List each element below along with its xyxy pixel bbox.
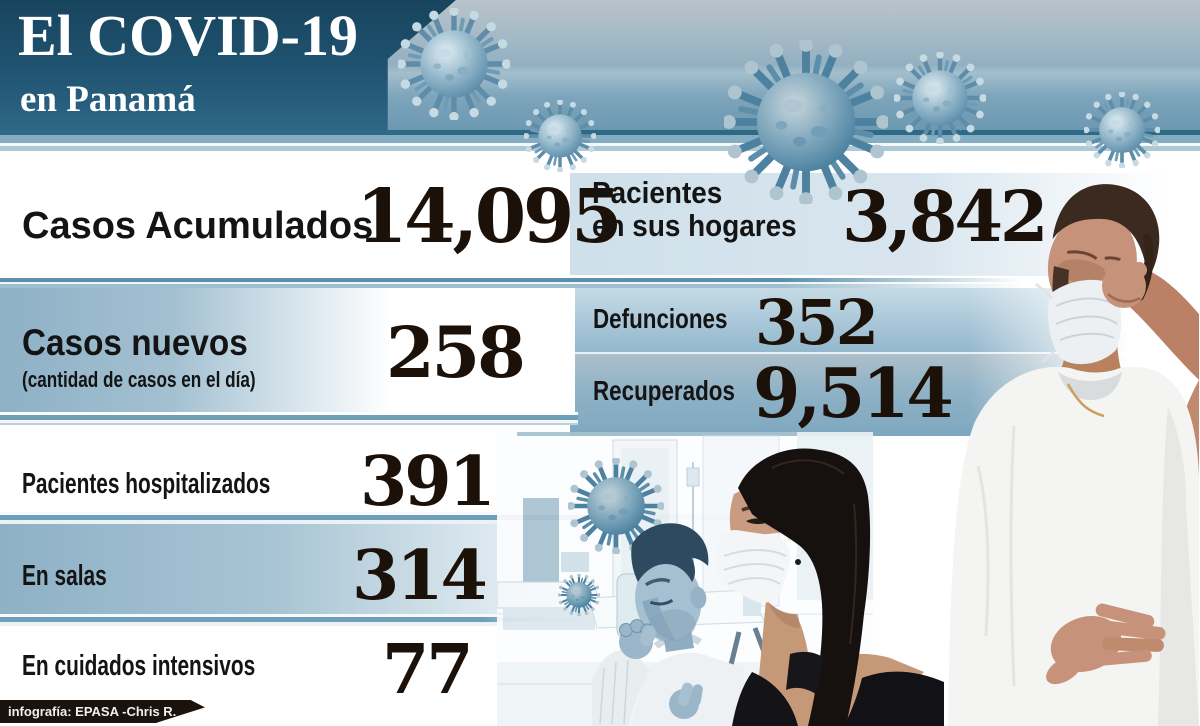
accumulated-cases-value: 14,095 xyxy=(356,174,623,260)
deaths-value: 352 xyxy=(755,286,879,359)
page-title: El COVID-19 xyxy=(18,3,358,68)
sick-man-photo xyxy=(948,184,1199,726)
home-patients-label: Pacientes en sus hogares xyxy=(592,176,797,242)
credit-text: infografía: EPASA -Chris R. xyxy=(8,704,177,719)
home-patients-value: 3,842 xyxy=(842,175,1049,258)
home-patients-label-line1: Pacientes xyxy=(592,175,723,210)
home-patients-label-line2: en sus hogares xyxy=(592,208,797,244)
new-cases-label: Casos nuevos xyxy=(22,322,248,363)
virus-icon xyxy=(894,52,986,144)
virus-icon xyxy=(524,100,596,172)
separator-stripe xyxy=(0,275,1045,288)
hospitalized-value: 391 xyxy=(360,442,496,522)
wards-label: En salas xyxy=(22,560,107,592)
new-cases-band xyxy=(0,288,575,412)
header-stripe-divider xyxy=(0,130,1200,154)
title-panel: El COVID-19 en Panamá xyxy=(0,0,456,131)
wards-value: 314 xyxy=(352,536,488,616)
accumulated-cases-label: Casos Acumulados xyxy=(22,205,374,247)
masked-woman-photo xyxy=(716,448,944,726)
separator-stripe xyxy=(0,412,578,425)
credit-banner: infografía: EPASA -Chris R. xyxy=(0,700,205,723)
separator-stripe xyxy=(0,614,620,626)
deaths-label: Defunciones xyxy=(593,303,728,334)
new-cases-sublabel: (cantidad de casos en el día) xyxy=(22,367,256,392)
virus-icon xyxy=(1084,92,1160,168)
new-cases-value: 258 xyxy=(386,311,526,394)
hospitalized-label: Pacientes hospitalizados xyxy=(22,468,271,500)
virus-icon xyxy=(398,8,510,120)
page-subtitle: en Panamá xyxy=(20,79,196,120)
deaths-band xyxy=(570,288,1140,352)
coughing-man-photo xyxy=(592,523,744,726)
recovered-label: Recuperados xyxy=(593,375,735,406)
icu-label: En cuidados intensivos xyxy=(22,650,256,682)
recovered-value: 9,514 xyxy=(753,354,954,434)
icu-value: 77 xyxy=(382,630,474,710)
